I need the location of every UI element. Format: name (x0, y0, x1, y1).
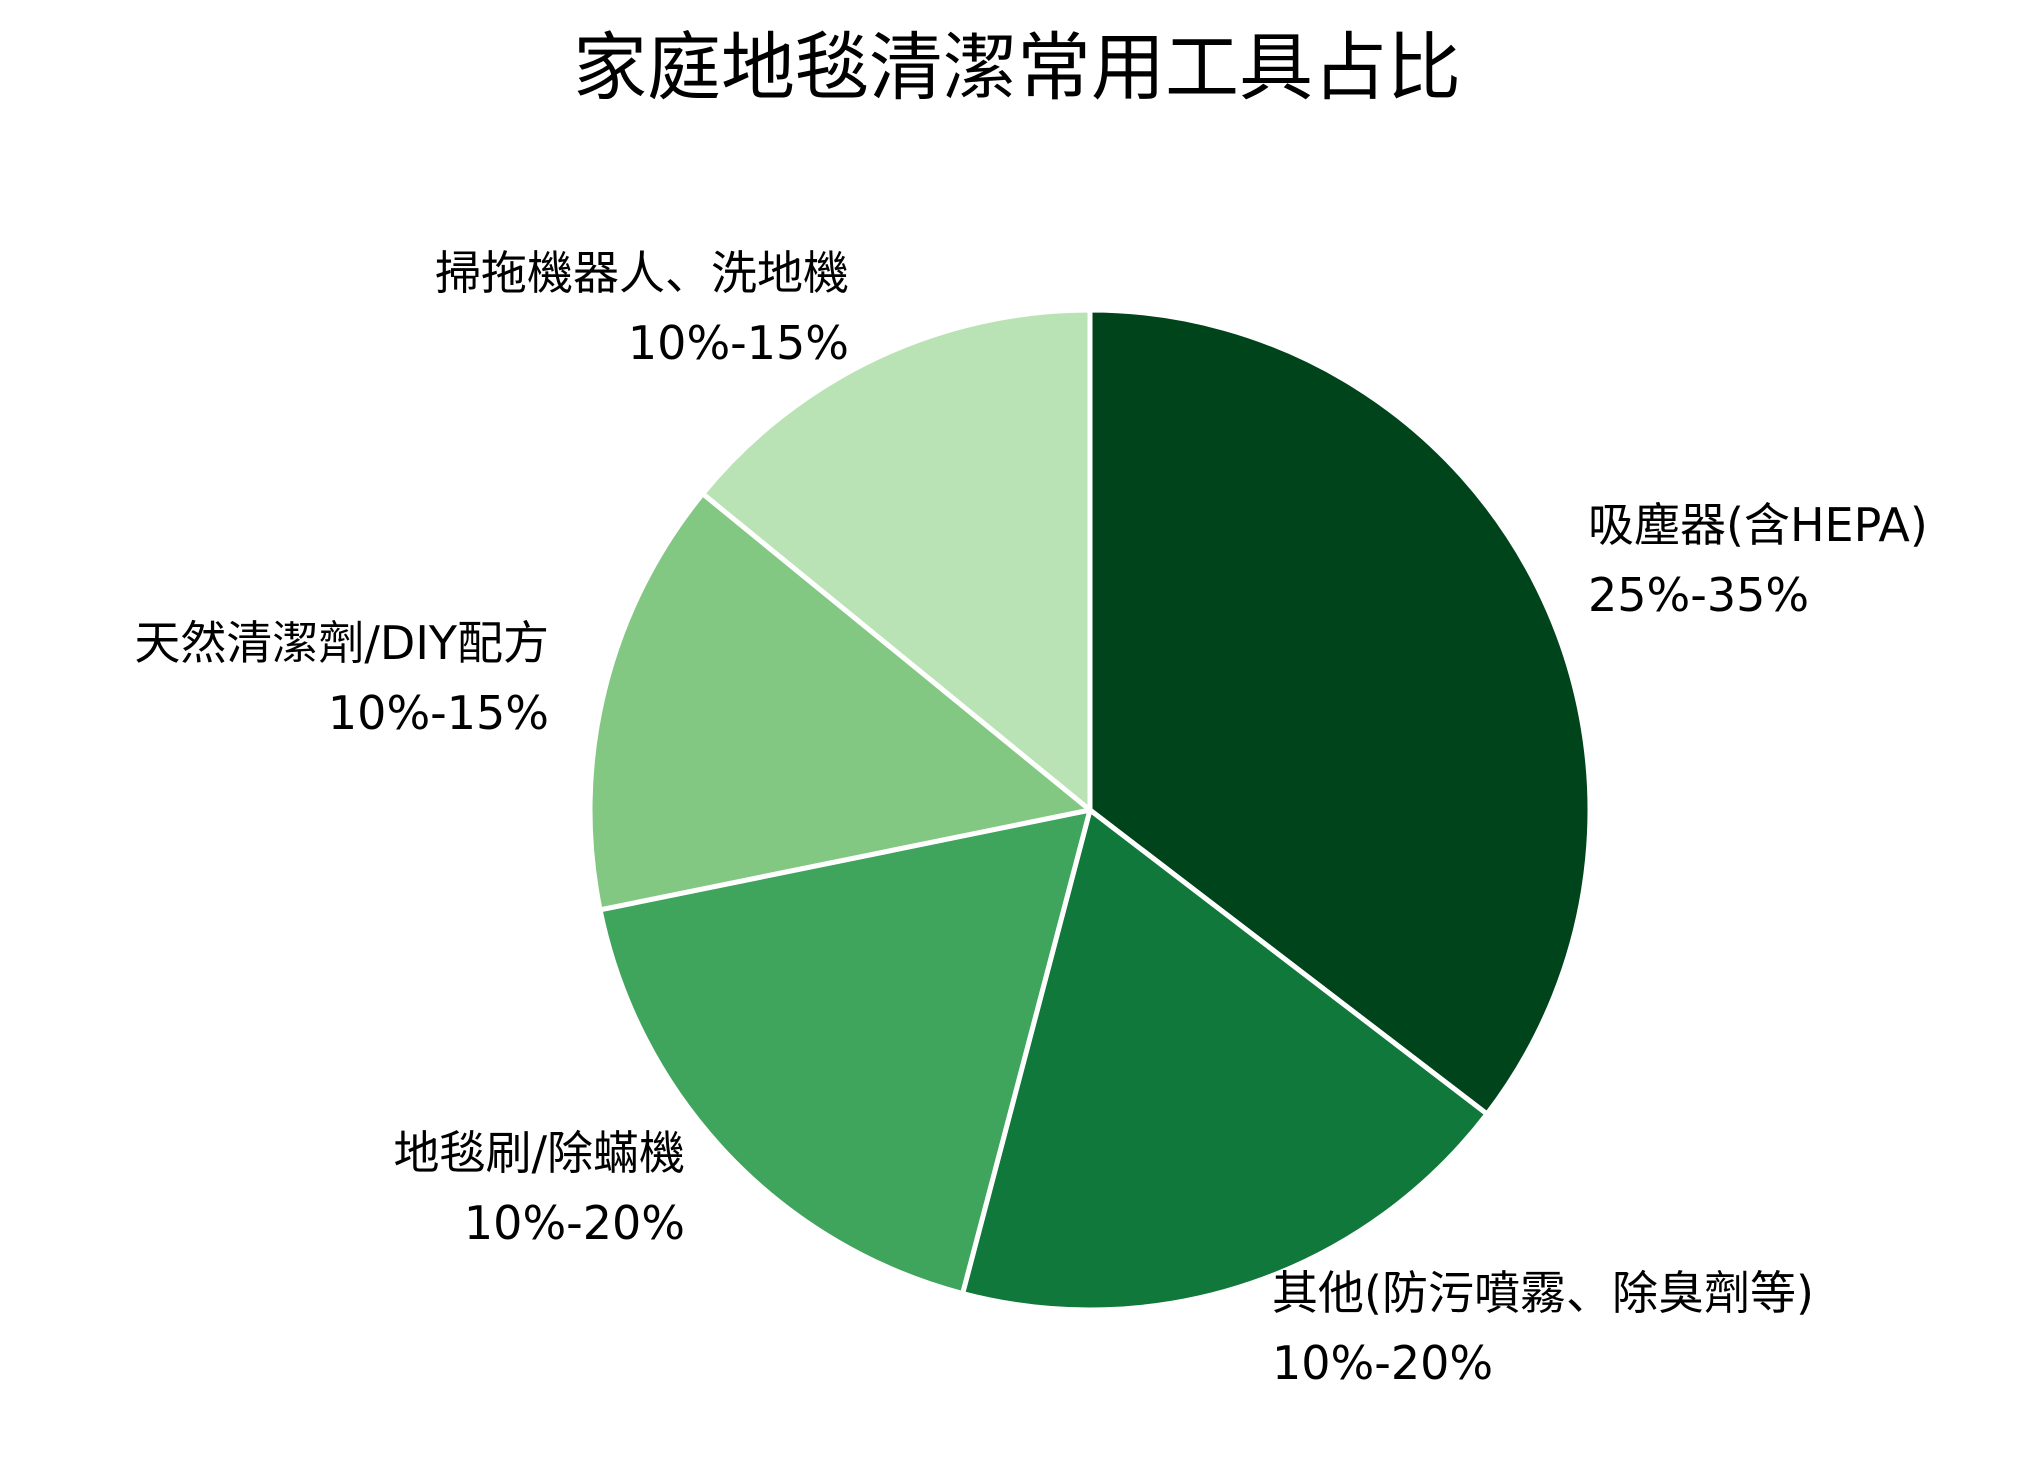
slice-label-robot: 掃拖機器人、洗地機 10%-15% (435, 238, 849, 378)
slice-label-vacuum: 吸塵器(含HEPA) 25%-35% (1588, 490, 1928, 630)
slice-label-name: 吸塵器(含HEPA) (1588, 498, 1928, 552)
pie-slice-natural-cleaner (587, 491, 1093, 913)
slice-label-range: 10%-15% (627, 316, 849, 370)
slice-label-name: 掃拖機器人、洗地機 (435, 246, 849, 300)
slice-label-name: 其他(防污噴霧、除臭劑等) (1272, 1266, 1814, 1320)
pie-slice-other (960, 807, 1490, 1313)
slice-label-name: 天然清潔劑/DIY配方 (134, 616, 549, 670)
slice-label-rug-brush: 地毯刷/除蟎機 10%-20% (394, 1118, 686, 1258)
slice-label-name: 地毯刷/除蟎機 (393, 1126, 686, 1180)
pie-slice-robot (700, 307, 1093, 813)
slice-label-range: 10%-20% (463, 1196, 685, 1250)
slice-label-range: 10%-20% (1272, 1336, 1494, 1390)
chart-title: 家庭地毯清潔常用工具占比 (573, 25, 1461, 111)
pie-slice-rug-brush (597, 807, 1093, 1296)
slice-label-range: 25%-35% (1588, 568, 1810, 622)
slice-label-range: 10%-15% (327, 686, 549, 740)
slice-label-other: 其他(防污噴霧、除臭劑等) 10%-20% (1272, 1258, 1814, 1398)
pie-slice-vacuum (1087, 307, 1593, 1117)
slice-label-natural-cleaner: 天然清潔劑/DIY配方 10%-15% (134, 608, 549, 748)
